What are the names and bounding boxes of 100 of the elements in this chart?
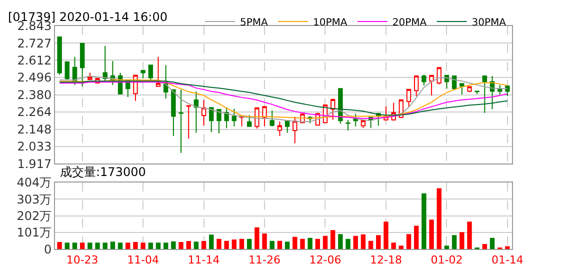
bar [57,242,62,250]
candlestick [232,108,237,127]
y-tick-label: 202万 [16,209,52,224]
bar [292,236,298,250]
y-tick-label: 2.612 [17,53,52,68]
bar [467,222,472,250]
candlestick [224,106,229,129]
bar [384,222,388,250]
bar [178,242,184,250]
bar [391,242,396,250]
candlestick [270,110,274,127]
candlestick [57,36,62,76]
y-tick-label: 2.264 [17,105,52,120]
bar [201,241,206,250]
y-tick-label: 101万 [16,226,52,240]
bar [163,242,168,250]
candlestick [246,114,252,127]
y-tick-label: 404万 [16,176,52,190]
bar [64,242,70,250]
candlestick [148,64,154,80]
candlestick [254,107,260,130]
bar [88,242,92,250]
candlestick [178,89,184,154]
bar [368,240,374,250]
bar [414,226,419,250]
candlestick [460,83,464,95]
bar [284,242,290,250]
x-tick-label: 11-26 [248,253,281,266]
bar [277,240,282,250]
candlestick [406,88,412,108]
legend-label: 10PMA [313,17,348,28]
bar [315,238,320,250]
bar [406,234,412,250]
x-tick-label: 10-23 [66,253,98,266]
candlestick [171,89,176,136]
candlestick [284,120,290,134]
bar [338,234,343,250]
bar [346,238,350,250]
y-tick-label: 2.496 [17,70,52,85]
bar [308,238,312,250]
candlestick [209,107,214,133]
bar [376,235,381,250]
y-tick-label: 0 [44,242,52,256]
y-tick-label: 2.033 [17,140,52,154]
candlestick [414,76,419,97]
bar [490,238,495,250]
bar [422,193,426,250]
candlestick [482,76,488,114]
bar [398,246,404,250]
chart-title: 成交量:173000 [60,165,146,179]
bar [156,242,161,250]
y-tick-label: 2.148 [17,122,52,136]
bar [436,188,442,250]
bar [270,240,274,250]
bar [216,238,222,250]
candlestick [216,109,222,134]
bar [254,227,260,250]
bar [148,242,153,250]
y-tick-label: 303万 [16,192,52,206]
candlestick [88,72,92,80]
bar [72,242,78,250]
x-tick-label: 11-14 [188,253,220,266]
bar [353,236,358,250]
candlestick [156,56,161,87]
candlestick [505,84,510,97]
x-tick-label: 12-06 [309,253,342,266]
candlestick [292,116,298,144]
candlestick [277,121,282,136]
y-tick-label: 1.917 [17,156,52,171]
x-tick-label: 01-02 [430,253,463,266]
legend-label: 30PMA [472,17,506,28]
bar [482,244,488,250]
bar [330,230,336,250]
candlestick [64,61,70,81]
bar [246,238,252,250]
bar [224,240,229,250]
candlestick [80,42,85,87]
candlestick [140,70,146,79]
bar [452,235,457,250]
bar [444,246,450,250]
bar [133,242,138,250]
candlestick [360,120,366,128]
chart-title: [01739] 2020-01-14 16:00 [8,10,168,24]
bar [80,242,85,250]
bar [171,241,176,250]
bar [429,220,434,250]
candlestick [262,106,267,127]
bar [95,242,100,250]
x-tick-label: 12-18 [370,253,402,266]
bar [186,241,191,250]
x-tick-label: 11-04 [127,253,160,266]
bar [232,240,237,250]
bar [239,238,244,250]
bar [140,242,146,250]
candlestick [467,86,472,93]
bar [460,232,464,250]
bar [118,242,123,250]
candlestick [194,90,199,134]
y-tick-label: 2.727 [17,36,52,50]
candlestick [422,74,426,86]
